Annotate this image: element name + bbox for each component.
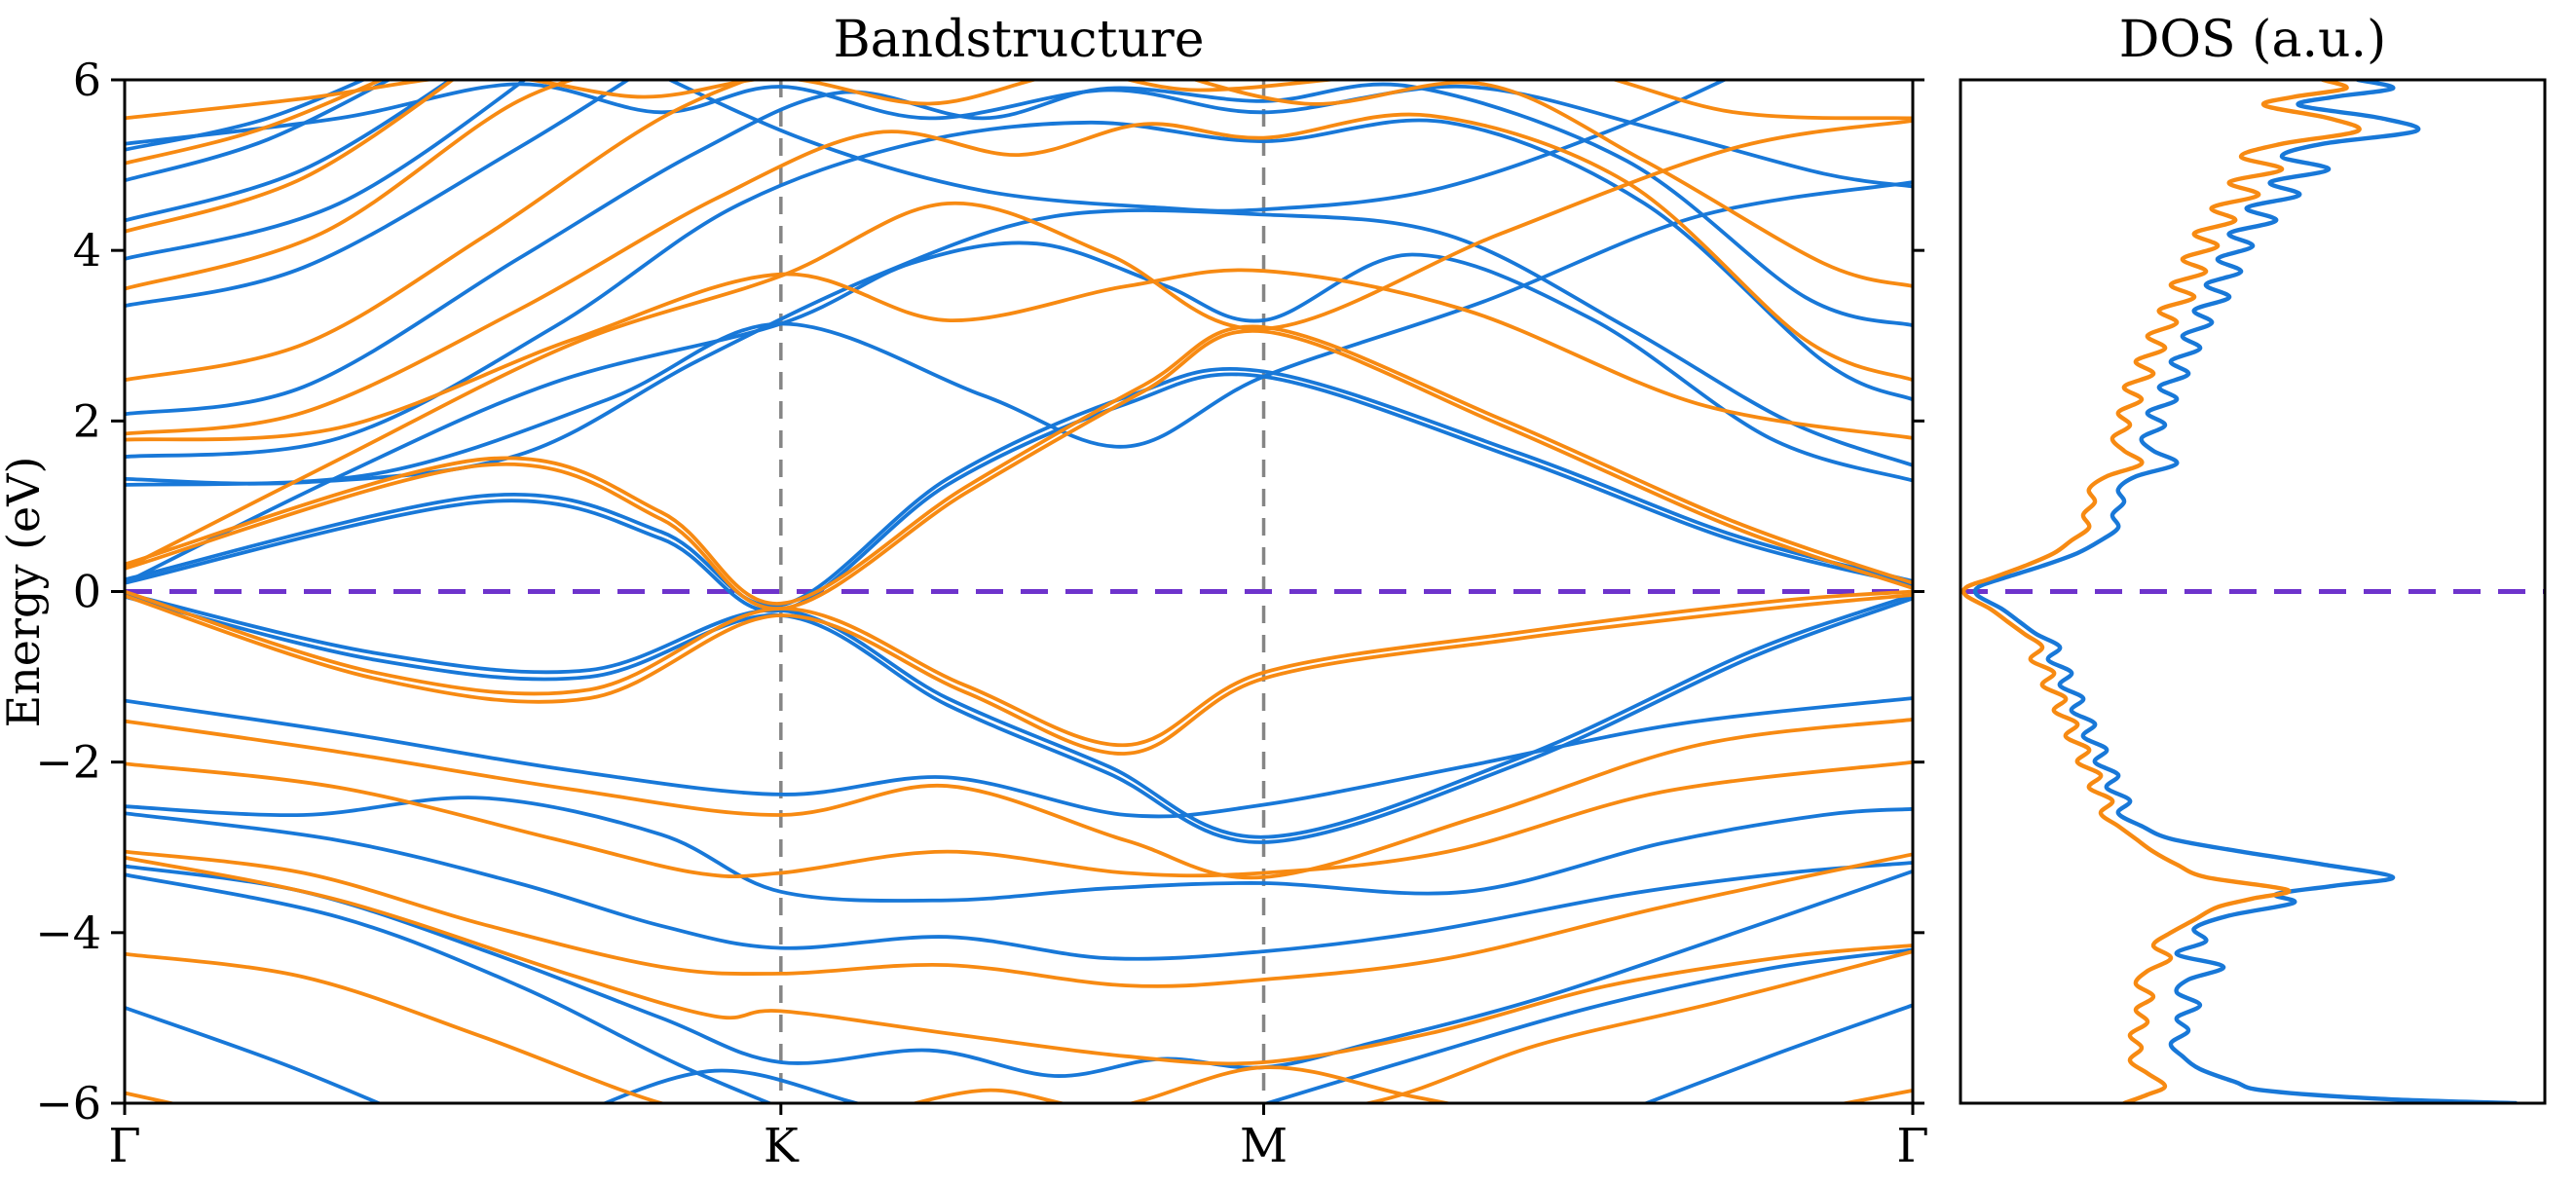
band-curve-bands-blue (125, 80, 392, 183)
band-curve-bands-orange (125, 849, 1913, 988)
band-curve-bands-blue (125, 82, 1913, 417)
band-curve-bands-orange (125, 1091, 180, 1103)
band-curve-bands-orange (125, 593, 1913, 756)
band-curve-bands-orange (125, 759, 1913, 879)
dos-panel-plot-area (1960, 80, 2545, 1103)
band-curve-bands-blue (125, 80, 368, 152)
band-curve-bands-blue (125, 82, 1913, 189)
dos-panel-frame (1959, 78, 2547, 1105)
y-tick-label: 4 (73, 224, 101, 277)
band-curve-bands-orange (125, 855, 1913, 1066)
band-curve-bands-blue (1641, 1003, 1913, 1103)
band-curve-bands-orange (1359, 949, 1913, 1103)
band-curve-bands-blue (125, 180, 1913, 487)
y-tick-label: −2 (35, 736, 101, 789)
band-panel-title: Bandstructure (833, 11, 1204, 69)
band-curve-bands-orange (125, 328, 1913, 611)
band-curve-bands-blue (665, 80, 1729, 213)
band-curve-bands-orange (125, 119, 1913, 571)
band-panel-plot-area (125, 80, 1913, 1103)
band-curve-bands-blue (125, 1006, 384, 1103)
band-curve-bands-blue (125, 366, 1913, 609)
dos-curve-dos-orange (1960, 80, 2362, 1103)
dos-curve-dos-blue (1972, 80, 2519, 1103)
y-axis-label: Energy (eV) (0, 457, 50, 728)
y-tick-label: 0 (73, 566, 101, 618)
band-curve-bands-orange (908, 1065, 1457, 1103)
band-curve-bands-blue (125, 594, 1913, 844)
band-curve-bands-blue (125, 80, 528, 261)
band-curve-bands-blue (125, 118, 1913, 459)
y-tick-label: 2 (73, 394, 101, 447)
band-curve-bands-orange (125, 589, 1913, 748)
band-curve-bands-blue (600, 1068, 865, 1103)
x-tick-label: Γ (108, 1119, 140, 1173)
band-curve-bands-orange (125, 718, 1913, 880)
band-curve-bands-orange (125, 80, 386, 166)
y-tick-label: −6 (35, 1077, 101, 1129)
x-tick-label: Γ (1896, 1119, 1928, 1173)
band-curve-bands-orange (125, 112, 1913, 436)
band-curve-bands-orange (125, 80, 1913, 121)
band-curve-bands-orange (1836, 1089, 1913, 1103)
x-tick-label: K (764, 1119, 800, 1173)
band-curve-bands-orange (1189, 80, 1913, 288)
band-curve-bands-blue (125, 591, 1913, 839)
band-curve-bands-blue (1260, 947, 1913, 1103)
band-curve-bands-orange (125, 324, 1913, 606)
band-curve-bands-orange (125, 268, 1913, 442)
band-curve-bands-blue (125, 796, 1913, 903)
band-curve-bands-blue (125, 811, 1913, 961)
band-curve-bands-orange (125, 80, 753, 383)
band-curve-bands-blue (125, 696, 1913, 819)
band-curve-bands-orange (125, 951, 669, 1103)
band-curve-bands-orange (125, 80, 579, 291)
band-curve-bands-blue (125, 872, 774, 1103)
x-tick-label: M (1240, 1119, 1288, 1173)
band-curve-bands-orange (125, 80, 456, 234)
band-curve-bands-blue (125, 241, 1913, 585)
y-tick-label: −4 (35, 907, 101, 959)
band-curve-bands-blue (125, 864, 1913, 1078)
dos-panel-title: DOS (a.u.) (2119, 11, 2387, 69)
band-curve-bands-blue (125, 372, 1913, 613)
y-tick-label: 6 (73, 54, 101, 106)
